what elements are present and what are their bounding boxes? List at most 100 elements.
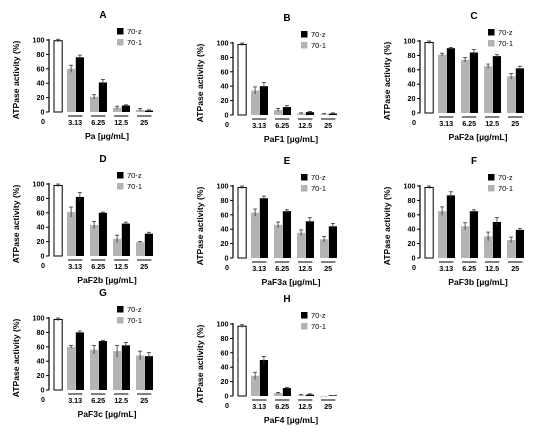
bar-70-z-6.25 — [98, 212, 107, 256]
legend-swatch — [301, 312, 308, 319]
x-category-label: 3.13 — [439, 264, 453, 273]
bar-70-z-6.25 — [98, 82, 107, 112]
bar-70-z-6.25 — [282, 388, 291, 396]
bar-70-z-3.13 — [75, 196, 84, 256]
x-category-label: 6.25 — [462, 264, 476, 273]
legend-label: 70-1 — [311, 41, 326, 50]
y-tick-label: 40 — [37, 79, 45, 88]
bar-70-z-12.5 — [492, 222, 501, 258]
bar-70-1-6.25 — [461, 59, 470, 113]
y-tick-label: 100 — [404, 182, 416, 191]
panel-letter: C — [470, 11, 477, 22]
bar-control — [237, 186, 247, 259]
bar-70-1-12.5 — [297, 232, 306, 258]
bar-70-1-6.25 — [274, 109, 283, 115]
bar-70-1-3.13 — [438, 211, 447, 258]
x-tick-label-control: 0 — [41, 395, 45, 404]
x-tick-label-control: 0 — [41, 261, 45, 270]
chart-panel-h: H ATPase activity (%) 0 20 40 60 80 100 0 3.13 6.2… — [195, 294, 337, 425]
legend-label: 70-1 — [311, 322, 326, 331]
x-axis-label: PaF3a [µg/mL] — [262, 277, 321, 287]
y-tick-label: 100 — [217, 320, 229, 329]
legend-swatch — [117, 28, 124, 35]
bar-70-z-6.25 — [98, 341, 107, 390]
x-category-label: 25 — [140, 262, 148, 271]
panel-letter: A — [99, 10, 106, 21]
panel-letter: H — [283, 294, 290, 305]
y-tick-label: 100 — [33, 36, 45, 45]
legend-label: 70-1 — [498, 184, 513, 193]
y-tick-label: 100 — [217, 39, 229, 48]
y-axis-label: ATPase activity (%) — [11, 319, 21, 398]
y-tick-label: 0 — [225, 254, 229, 263]
x-category-label: 3.13 — [68, 262, 82, 271]
x-category-label: 12.5 — [485, 119, 499, 128]
panel-letter: B — [283, 13, 290, 24]
y-tick-label: 80 — [221, 196, 229, 205]
bar-70-z-25 — [515, 68, 524, 113]
legend-swatch — [117, 39, 124, 46]
bar-70-z-12.5 — [121, 105, 130, 112]
y-tick-label: 0 — [412, 109, 416, 118]
x-category-label: 12.5 — [114, 262, 128, 271]
legend-label: 70-z — [127, 171, 142, 180]
chart-panel-b: B ATPase activity (%) 0 20 40 60 80 100 0 3.13 6.2… — [195, 13, 337, 144]
legend-swatch — [488, 185, 495, 192]
bar-70-z-6.25 — [282, 211, 291, 258]
bar-70-1-3.13 — [67, 212, 76, 256]
bar-70-z-3.13 — [259, 198, 268, 258]
bar-70-1-12.5 — [113, 238, 122, 256]
bar-70-z-12.5 — [305, 221, 314, 258]
legend-swatch — [301, 174, 308, 181]
legend-swatch — [117, 172, 124, 179]
y-tick-label: 60 — [221, 67, 229, 76]
y-tick-label: 60 — [37, 342, 45, 351]
x-category-label: 12.5 — [114, 396, 128, 405]
x-category-label: 6.25 — [275, 264, 289, 273]
y-tick-label: 80 — [221, 334, 229, 343]
y-tick-label: 80 — [408, 51, 416, 60]
x-category-label: 25 — [511, 264, 519, 273]
y-tick-label: 60 — [37, 64, 45, 73]
panel-letter: F — [471, 156, 477, 167]
legend-swatch — [117, 317, 124, 324]
y-tick-label: 20 — [221, 377, 229, 386]
x-category-label: 25 — [324, 121, 332, 130]
legend-label: 70-z — [498, 173, 513, 182]
legend-swatch — [301, 42, 308, 49]
legend-swatch — [301, 323, 308, 330]
legend-swatch — [301, 185, 308, 192]
x-category-label: 12.5 — [298, 402, 312, 411]
x-tick-label-control: 0 — [225, 401, 229, 410]
y-axis-label: ATPase activity (%) — [382, 187, 392, 266]
x-category-label: 3.13 — [252, 264, 266, 273]
x-axis-label: PaF1 [µg/mL] — [264, 134, 318, 144]
x-category-label: 12.5 — [298, 264, 312, 273]
y-tick-label: 0 — [225, 111, 229, 120]
y-tick-label: 0 — [41, 108, 45, 117]
legend-swatch — [488, 174, 495, 181]
legend-label: 70-1 — [127, 182, 142, 191]
x-tick-label-control: 0 — [412, 263, 416, 272]
y-tick-label: 100 — [217, 182, 229, 191]
y-tick-label: 0 — [225, 392, 229, 401]
y-tick-label: 80 — [408, 196, 416, 205]
bar-70-1-25 — [136, 355, 145, 390]
x-category-label: 3.13 — [68, 118, 82, 127]
y-tick-label: 60 — [408, 65, 416, 74]
bar-70-1-3.13 — [251, 375, 260, 396]
chart-panel-a: A ATPase activity (%) 0 20 40 60 80 100 0 3.13 6.2… — [11, 10, 153, 141]
y-tick-label: 40 — [408, 225, 416, 234]
x-category-label: 25 — [324, 402, 332, 411]
bar-70-z-12.5 — [305, 112, 314, 115]
bar-70-z-3.13 — [75, 57, 84, 112]
bar-control — [53, 40, 63, 113]
x-category-label: 12.5 — [485, 264, 499, 273]
bar-70-z-6.25 — [282, 107, 291, 115]
bar-70-1-25 — [320, 396, 329, 397]
bar-70-1-6.25 — [274, 224, 283, 258]
legend-label: 70-z — [498, 28, 513, 37]
chart-panel-f: F ATPase activity (%) 0 20 40 60 80 100 0 3.13 6.2… — [382, 156, 524, 287]
y-tick-label: 80 — [221, 53, 229, 62]
